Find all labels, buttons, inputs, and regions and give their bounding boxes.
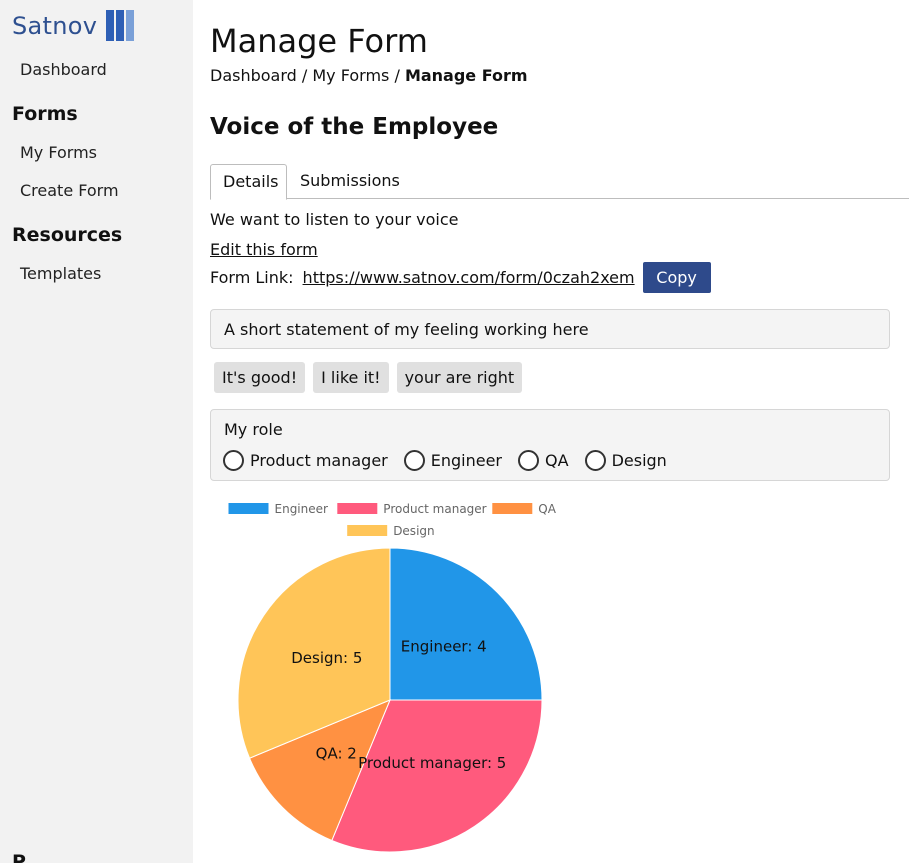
breadcrumb-separator: /	[389, 66, 405, 85]
pie-chart-svg: Engineer Product manager QA Design Engineer:…	[228, 502, 557, 853]
brand-name: Satnov	[12, 11, 98, 40]
legend-label: QA	[538, 502, 556, 516]
sidebar-item-dashboard[interactable]: Dashboard	[20, 60, 107, 79]
sidebar-heading-cut-off: P	[12, 852, 26, 863]
legend-label: Design	[393, 524, 434, 538]
legend-item[interactable]: Design	[347, 524, 435, 538]
brand-logo-icon	[106, 10, 135, 41]
legend-swatch	[228, 503, 269, 514]
sidebar: Satnov Dashboard Forms My Forms Create F…	[0, 0, 193, 863]
logo-bar	[116, 10, 125, 41]
legend-item[interactable]: Product manager	[337, 502, 487, 516]
radio-option-qa[interactable]: QA	[518, 450, 569, 471]
legend-label: Product manager	[383, 502, 486, 516]
pie-slice-product-manager[interactable]	[331, 699, 543, 853]
pie-slice-engineer[interactable]	[389, 547, 543, 701]
radio-button[interactable]	[584, 450, 606, 471]
main-content: Manage Form Dashboard / My Forms / Manag…	[210, 0, 909, 863]
sidebar-heading-forms: Forms	[12, 103, 78, 125]
logo-bar	[106, 10, 115, 41]
radio-option-design[interactable]: Design	[584, 450, 667, 471]
radio-button[interactable]	[403, 450, 425, 471]
legend-swatch	[337, 503, 378, 514]
form-title: Voice of the Employee	[210, 114, 499, 140]
answer-chip[interactable]: your are right	[396, 362, 523, 393]
legend-swatch	[347, 525, 388, 536]
slice-data-label: Engineer: 4	[401, 637, 487, 655]
breadcrumb-current: Manage Form	[404, 66, 528, 85]
form-link-label: Form Link:	[210, 268, 294, 287]
slice-data-label: Product manager: 5	[358, 754, 506, 772]
slice-data-label: QA: 2	[316, 745, 357, 763]
radio-option-product-manager[interactable]: Product manager	[223, 450, 388, 471]
breadcrumb-my-forms[interactable]: My Forms	[312, 66, 390, 85]
question-label: A short statement of my feeling working …	[224, 320, 589, 339]
answer-chip[interactable]: It's good!	[214, 362, 306, 393]
form-description: We want to listen to your voice	[210, 210, 459, 229]
slice-data-label: Design: 5	[291, 649, 362, 667]
breadcrumb: Dashboard / My Forms / Manage Form	[210, 66, 528, 85]
sidebar-item-my-forms[interactable]: My Forms	[20, 143, 97, 162]
legend-item[interactable]: QA	[492, 502, 557, 516]
copy-button[interactable]: Copy	[642, 262, 711, 293]
logo-bar	[126, 10, 135, 41]
legend-item[interactable]: Engineer	[228, 502, 329, 516]
sidebar-heading-resources: Resources	[12, 224, 123, 246]
radio-label: QA	[545, 451, 569, 470]
radio-button[interactable]	[518, 450, 540, 471]
answer-chips: It's good! I like it! your are right	[214, 362, 523, 393]
radio-button[interactable]	[223, 450, 244, 471]
legend-swatch	[492, 503, 533, 514]
role-radio-group: Product manager Engineer QA Design	[223, 450, 683, 471]
tab-bar: Details Submissions	[210, 164, 909, 200]
role-pie-chart: Engineer Product manager QA Design Engineer:…	[210, 495, 570, 863]
pie-slice-qa[interactable]	[248, 699, 391, 842]
tab-details[interactable]: Details	[210, 164, 287, 200]
brand[interactable]: Satnov	[12, 10, 135, 41]
radio-label: Product manager	[250, 451, 388, 470]
breadcrumb-dashboard[interactable]: Dashboard	[210, 66, 297, 85]
legend-label: Engineer	[275, 502, 329, 516]
breadcrumb-separator: /	[296, 66, 313, 85]
question-label: My role	[224, 420, 283, 439]
form-link-row: Form Link: https://www.satnov.com/form/0…	[210, 262, 711, 293]
radio-label: Design	[611, 451, 667, 470]
question-statement: A short statement of my feeling working …	[210, 309, 890, 349]
edit-form-link[interactable]: Edit this form	[210, 240, 318, 259]
pie-slice-design[interactable]	[237, 547, 391, 759]
question-role: My role Product manager Engineer QA Desi…	[210, 409, 890, 481]
answer-chip[interactable]: I like it!	[313, 362, 389, 393]
form-link-url[interactable]: https://www.satnov.com/form/0czah2xem	[302, 268, 635, 287]
sidebar-item-templates[interactable]: Templates	[20, 264, 102, 283]
page-title: Manage Form	[210, 22, 428, 60]
sidebar-item-create-form[interactable]: Create Form	[20, 181, 119, 200]
radio-option-engineer[interactable]: Engineer	[403, 450, 503, 471]
radio-label: Engineer	[430, 451, 503, 470]
tab-submissions[interactable]: Submissions	[300, 171, 400, 190]
